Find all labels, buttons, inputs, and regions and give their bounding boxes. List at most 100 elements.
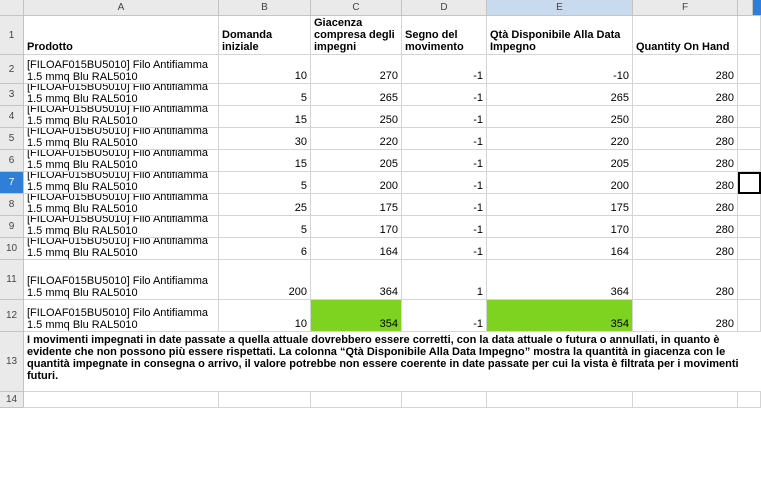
empty-cell[interactable] <box>311 392 402 408</box>
domanda-cell[interactable]: 6 <box>219 238 311 260</box>
product-cell[interactable]: [FILOAF015BU5010] Filo Antifiamma 1.5 mm… <box>24 150 219 172</box>
onhand-cell[interactable]: 280 <box>633 150 738 172</box>
row-header[interactable]: 5 <box>0 128 24 150</box>
onhand-cell[interactable]: 280 <box>633 106 738 128</box>
empty-cell[interactable] <box>738 238 761 260</box>
domanda-cell[interactable]: 5 <box>219 172 311 194</box>
column-header-c[interactable]: C <box>311 0 402 16</box>
giacenza-cell[interactable]: 200 <box>311 172 402 194</box>
row-header[interactable]: 9 <box>0 216 24 238</box>
qta-cell[interactable]: 220 <box>487 128 633 150</box>
header-cell[interactable]: Segno del movimento <box>402 16 487 55</box>
segno-cell[interactable]: -1 <box>402 55 487 84</box>
header-cell[interactable]: Qtà Disponibile Alla Data Impegno <box>487 16 633 55</box>
giacenza-cell[interactable]: 164 <box>311 238 402 260</box>
empty-cell[interactable] <box>738 106 761 128</box>
empty-cell[interactable] <box>738 16 761 55</box>
product-cell[interactable]: [FILOAF015BU5010] Filo Antifiamma 1.5 mm… <box>24 238 219 260</box>
empty-cell[interactable] <box>738 55 761 84</box>
domanda-cell[interactable]: 5 <box>219 84 311 106</box>
onhand-cell[interactable]: 280 <box>633 216 738 238</box>
segno-cell[interactable]: -1 <box>402 300 487 332</box>
segno-cell[interactable]: -1 <box>402 216 487 238</box>
row-header[interactable]: 12 <box>0 300 24 332</box>
empty-cell[interactable] <box>738 150 761 172</box>
row-header[interactable]: 1 <box>0 16 24 55</box>
segno-cell[interactable]: -1 <box>402 172 487 194</box>
column-header-a[interactable]: A <box>24 0 219 16</box>
onhand-cell[interactable]: 280 <box>633 194 738 216</box>
empty-cell[interactable] <box>738 194 761 216</box>
row-header[interactable]: 8 <box>0 194 24 216</box>
giacenza-cell[interactable]: 250 <box>311 106 402 128</box>
segno-cell[interactable]: -1 <box>402 84 487 106</box>
product-cell[interactable]: [FILOAF015BU5010] Filo Antifiamma 1.5 mm… <box>24 194 219 216</box>
product-cell[interactable]: [FILOAF015BU5010] Filo Antifiamma 1.5 mm… <box>24 106 219 128</box>
column-header-d[interactable]: D <box>402 0 487 16</box>
qta-cell[interactable]: 250 <box>487 106 633 128</box>
giacenza-cell[interactable]: 205 <box>311 150 402 172</box>
onhand-cell[interactable]: 280 <box>633 172 738 194</box>
giacenza-cell[interactable]: 175 <box>311 194 402 216</box>
qta-cell[interactable]: 170 <box>487 216 633 238</box>
row-header[interactable]: 7 <box>0 172 24 194</box>
empty-cell[interactable] <box>738 128 761 150</box>
empty-cell[interactable] <box>633 392 738 408</box>
note-cell[interactable]: I movimenti impegnati in date passate a … <box>24 332 761 392</box>
empty-cell[interactable] <box>738 300 761 332</box>
domanda-cell[interactable]: 25 <box>219 194 311 216</box>
onhand-cell[interactable]: 280 <box>633 84 738 106</box>
row-header[interactable]: 13 <box>0 332 24 392</box>
row-header[interactable]: 2 <box>0 55 24 84</box>
domanda-cell[interactable]: 10 <box>219 300 311 332</box>
domanda-cell[interactable]: 30 <box>219 128 311 150</box>
column-header-f[interactable]: F <box>633 0 738 16</box>
column-header-selected-edge[interactable] <box>753 0 761 16</box>
domanda-cell[interactable]: 200 <box>219 260 311 300</box>
onhand-cell[interactable]: 280 <box>633 55 738 84</box>
empty-cell[interactable] <box>487 392 633 408</box>
empty-cell[interactable] <box>738 260 761 300</box>
segno-cell[interactable]: -1 <box>402 238 487 260</box>
select-all-corner[interactable] <box>0 0 24 16</box>
column-header-e[interactable]: E <box>487 0 633 16</box>
row-header[interactable]: 3 <box>0 84 24 106</box>
empty-cell[interactable] <box>219 392 311 408</box>
column-header-g[interactable] <box>738 0 753 16</box>
segno-cell[interactable]: -1 <box>402 194 487 216</box>
empty-cell[interactable] <box>738 216 761 238</box>
column-header-b[interactable]: B <box>219 0 311 16</box>
header-cell[interactable]: Domanda iniziale <box>219 16 311 55</box>
giacenza-cell[interactable]: 354 <box>311 300 402 332</box>
empty-cell[interactable] <box>738 84 761 106</box>
domanda-cell[interactable]: 5 <box>219 216 311 238</box>
empty-cell[interactable] <box>24 392 219 408</box>
product-cell[interactable]: [FILOAF015BU5010] Filo Antifiamma 1.5 mm… <box>24 55 219 84</box>
empty-cell[interactable] <box>402 392 487 408</box>
onhand-cell[interactable]: 280 <box>633 128 738 150</box>
segno-cell[interactable]: -1 <box>402 150 487 172</box>
qta-cell[interactable]: 205 <box>487 150 633 172</box>
header-cell[interactable]: Prodotto <box>24 16 219 55</box>
selected-cell[interactable] <box>738 172 761 194</box>
domanda-cell[interactable]: 15 <box>219 150 311 172</box>
onhand-cell[interactable]: 280 <box>633 238 738 260</box>
qta-cell[interactable]: -10 <box>487 55 633 84</box>
product-cell[interactable]: [FILOAF015BU5010] Filo Antifiamma 1.5 mm… <box>24 128 219 150</box>
giacenza-cell[interactable]: 265 <box>311 84 402 106</box>
row-header[interactable]: 6 <box>0 150 24 172</box>
domanda-cell[interactable]: 15 <box>219 106 311 128</box>
onhand-cell[interactable]: 280 <box>633 300 738 332</box>
qta-cell[interactable]: 164 <box>487 238 633 260</box>
segno-cell[interactable]: 1 <box>402 260 487 300</box>
qta-cell[interactable]: 200 <box>487 172 633 194</box>
qta-cell[interactable]: 175 <box>487 194 633 216</box>
giacenza-cell[interactable]: 170 <box>311 216 402 238</box>
segno-cell[interactable]: -1 <box>402 128 487 150</box>
header-cell[interactable]: Quantity On Hand <box>633 16 738 55</box>
header-cell[interactable]: Giacenza compresa degli impegni <box>311 16 402 55</box>
giacenza-cell[interactable]: 270 <box>311 55 402 84</box>
row-header[interactable]: 4 <box>0 106 24 128</box>
giacenza-cell[interactable]: 364 <box>311 260 402 300</box>
product-cell[interactable]: [FILOAF015BU5010] Filo Antifiamma 1.5 mm… <box>24 84 219 106</box>
